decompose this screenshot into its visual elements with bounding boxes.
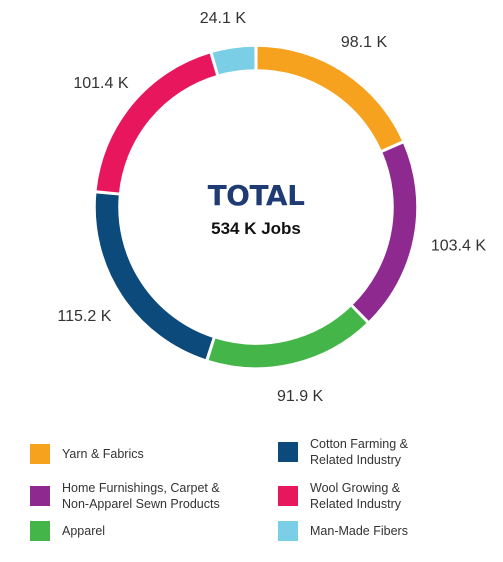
- slice-value-label: 103.4 K: [431, 237, 486, 254]
- legend-item-apparel: Apparel: [30, 521, 105, 541]
- legend-item-yarn-fabrics: Yarn & Fabrics: [30, 444, 144, 464]
- donut-slice: [350, 141, 418, 323]
- legend-label: Man-Made Fibers: [310, 524, 408, 538]
- legend-label: Home Furnishings, Carpet & Non-Apparel S…: [62, 481, 220, 511]
- center-subtitle: 534 K Jobs: [211, 219, 301, 238]
- legend-label: Wool Growing & Related Industry: [310, 481, 402, 511]
- slice-value-label: 98.1 K: [341, 34, 388, 51]
- legend-item-cotton-farming: Cotton Farming & Related Industry: [278, 436, 408, 468]
- donut-slice: [94, 51, 218, 195]
- legend-swatch: [278, 521, 298, 541]
- legend-label: Cotton Farming & Related Industry: [310, 437, 408, 467]
- legend-label: Yarn & Fabrics: [62, 447, 144, 461]
- slice-value-label: 101.4 K: [73, 75, 128, 92]
- legend-item-home-furnishings: Home Furnishings, Carpet & Non-Apparel S…: [30, 480, 220, 512]
- legend-label: Apparel: [62, 524, 106, 538]
- legend-swatch: [30, 444, 50, 464]
- donut-slice: [94, 191, 215, 362]
- donut-slice: [210, 45, 257, 77]
- donut-slice: [255, 45, 404, 152]
- legend-swatch: [30, 486, 50, 506]
- legend-item-man-made-fibers: Man-Made Fibers: [278, 521, 408, 541]
- legend-swatch: [278, 442, 298, 462]
- slice-value-label: 91.9 K: [277, 388, 324, 405]
- donut-slice: [206, 304, 369, 369]
- legend-item-wool-growing: Wool Growing & Related Industry: [278, 480, 401, 512]
- legend-swatch: [30, 521, 50, 541]
- legend-swatch: [278, 486, 298, 506]
- slice-value-label: 115.2 K: [57, 308, 111, 325]
- center-title: TOTAL: [208, 179, 305, 212]
- slice-value-label: 24.1 K: [200, 10, 247, 27]
